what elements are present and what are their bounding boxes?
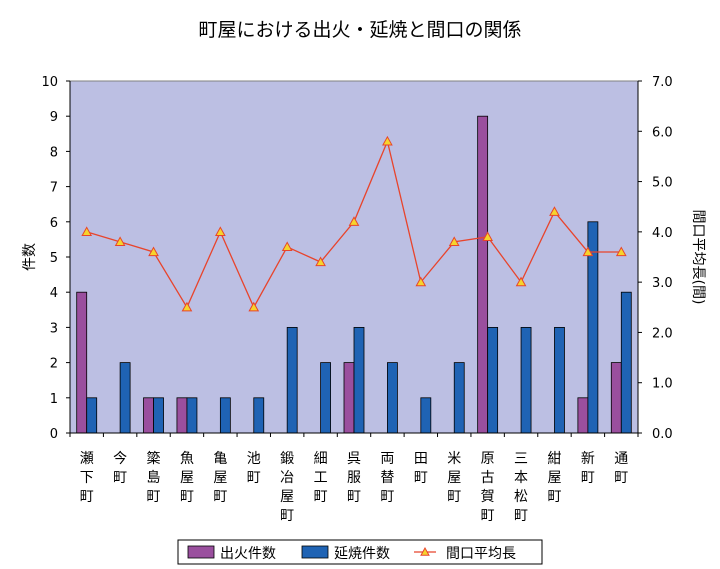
bar [343,362,355,434]
bar [253,397,265,434]
category-label: 亀屋町 [213,451,227,505]
legend: 出火件数 延焼件数 間口平均長 [177,539,543,565]
legend-label: 間口平均長 [446,546,516,562]
bar [353,326,365,434]
right-tick-label: 7.0 [652,75,673,90]
bar [610,362,622,434]
bar [477,115,489,434]
category-label: 今町 [113,451,127,486]
category-label: 細工町 [314,451,328,505]
left-tick-label: 3 [50,321,58,336]
bar [219,397,231,434]
right-tick-label: 6.0 [652,125,673,140]
bar [86,397,98,434]
right-axis: 0.0 1.0 2.0 3.0 4.0 5.0 6.0 7.0 [637,75,673,442]
legend-swatch [301,545,329,559]
category-label: 池町 [247,451,261,486]
bar [176,397,188,434]
category-label: 両替町 [380,451,394,505]
line-point [382,135,393,146]
bar [119,362,131,434]
category-label: 新町 [581,451,595,486]
legend-label: 延焼件数 [334,546,390,562]
line-point [181,301,193,312]
bar [286,326,298,434]
line-point [515,276,527,287]
category-label: 魚屋町 [180,451,194,505]
line-point [315,256,326,267]
line-point [215,226,226,236]
line-point [615,246,627,257]
line-point [281,241,293,252]
line-point [248,301,260,312]
bar [387,362,398,434]
bar [577,397,589,434]
left-tick-label: 9 [50,110,58,125]
right-tick-label: 0.0 [652,427,673,442]
bar-series [76,115,632,434]
category-label: 原古賀町 [481,451,495,524]
category-label: 通町 [614,451,628,486]
line-series [81,135,627,312]
legend-label: 出火件数 [220,546,276,562]
line-point [148,246,159,257]
line-point [482,231,493,241]
y-axis-label: 件数 [22,243,38,271]
legend-marker [420,546,430,556]
left-tick-label: 2 [50,357,58,372]
category-label: 呉服町 [347,451,361,505]
right-tick-label: 5.0 [652,176,673,191]
category-label: 鍛冶屋町 [280,451,294,524]
right-tick-label: 1.0 [652,377,673,392]
bar [143,397,154,434]
legend-swatch [187,545,215,559]
line-point [348,216,360,226]
bar [76,291,88,434]
legend-box [177,539,543,565]
left-tick-label: 0 [50,427,58,442]
line-point [448,236,460,247]
category-label: 田町 [414,451,428,486]
bar [420,397,432,434]
left-tick-label: 5 [50,251,58,266]
left-tick-label: 4 [50,286,58,301]
line-point [415,276,427,287]
category-label: 米屋町 [447,451,461,505]
right-tick-label: 4.0 [652,226,673,241]
bar [520,326,532,434]
left-tick-label: 8 [50,145,58,160]
bar [320,362,331,434]
line-point [81,226,93,236]
bar [620,291,632,434]
bar [487,326,499,434]
bar [554,326,565,434]
category-label: 三本松町 [514,451,528,524]
chart-title: 町屋における出火・延焼と間口の関係 [198,19,521,41]
line-point [582,246,594,257]
right-tick-label: 3.0 [652,276,673,291]
left-tick-label: 6 [50,216,58,231]
line-point [549,206,560,216]
category-label: 簗島町 [147,451,161,505]
bar [453,362,465,434]
category-label: 紺屋町 [547,451,561,505]
bar [186,397,198,434]
y2-axis-label: 間口平均長(間) [690,210,706,305]
left-tick-label: 1 [50,392,58,407]
right-tick-label: 2.0 [652,326,673,341]
left-tick-label: 7 [50,181,58,196]
left-axis: 0 1 2 3 4 5 6 7 8 9 10 [41,75,71,442]
category-label: 瀬下町 [80,451,94,505]
left-tick-label: 10 [41,75,58,90]
category-labels: 瀬下町 今町 簗島町 魚屋町 亀屋町 池町 鍛冶屋町 細工町 呉服町 両替町 田町 米屋町 原古賀町 三本… [69,432,639,524]
bar [153,397,164,434]
line-point [114,236,126,247]
